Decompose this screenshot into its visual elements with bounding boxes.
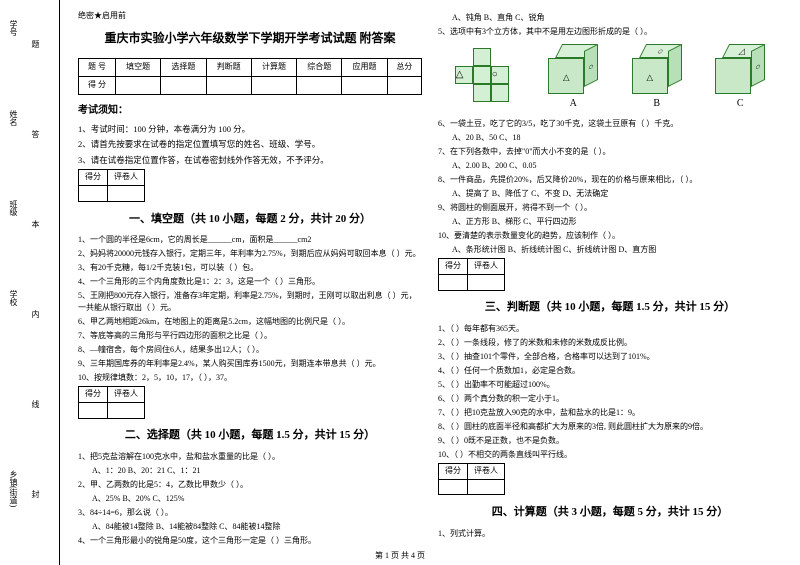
notice-title: 考试须知： — [78, 103, 422, 119]
binding-margin: 学号 姓名 班级 学校 乡镇(街道) 题 答 本 内 线 封 — [0, 0, 60, 565]
q-item: 1、把5克盐溶解在100克水中，盐和盐水重量的比是（ ）。 — [78, 451, 422, 463]
q-item: 7、在下列各数中，去掉"0"而大小不变的是（ ）。 — [438, 146, 782, 158]
grader-box: 得分评卷人 — [438, 258, 505, 291]
q-opts: A、25% B、20% C、125% — [92, 493, 422, 505]
q-item: 4、一个三角形最小的锐角是50度，这个三角形一定是（ ）三角形。 — [78, 535, 422, 547]
score-header: 应用题 — [342, 58, 387, 76]
section-1-title: 一、填空题（共 10 小题，每题 2 分，共计 20 分） — [78, 211, 422, 229]
exam-title: 重庆市实验小学六年级数学下学期开学考试试题 附答案 — [78, 29, 422, 48]
seal-line-label: 线 — [30, 400, 41, 408]
notice-item: 2、请首先按要求在试卷的指定位置填写您的姓名、班级、学号。 — [78, 138, 422, 152]
seal-line-label: 答 — [30, 130, 41, 138]
section-3-title: 三、判断题（共 10 小题，每题 1.5 分，共计 15 分） — [438, 299, 782, 317]
notice-item: 3、请在试卷指定位置作答，在试卷密封线外作答无效，不予评分。 — [78, 154, 422, 168]
q-item: 7、等底等高的三角形与平行四边形的面积之比是（ ）。 — [78, 330, 422, 342]
section-4-title: 四、计算题（共 3 小题，每题 5 分，共计 15 分） — [438, 504, 782, 522]
q-item: 5、选项中有3个立方体，其中不是用左边图形折成的是（ ）。 — [438, 26, 782, 38]
score-header: 总分 — [387, 58, 421, 76]
cube-option-c: △ ○ C — [715, 44, 765, 112]
q-item: 4、一个三角形的三个内角度数比是1：2：3，这是一个（ ）三角形。 — [78, 276, 422, 288]
q-item: 8、（ ）圆柱的底面半径和高都扩大为原来的3倍, 则此圆柱扩大为原来的9倍。 — [438, 421, 782, 433]
q-item: 3、有20千克糖，每1/2千克装1包，可以装（ ）包。 — [78, 262, 422, 274]
margin-label-town: 乡镇(街道) — [8, 470, 19, 507]
score-header: 判断题 — [206, 58, 251, 76]
cube-net: △ ○ — [455, 48, 515, 108]
q-item: 8、—幢宿舍，每个房间住6人，结果多出12人；（ ）。 — [78, 344, 422, 356]
seal-line-label: 内 — [30, 310, 41, 318]
score-header: 综合题 — [297, 58, 342, 76]
grader-box: 得分评卷人 — [438, 463, 505, 496]
q-item: 8、一件商品，先提价20%，后又降价20%，现在的价格与原来相比，（ ）。 — [438, 174, 782, 186]
seal-line-label: 封 — [30, 490, 41, 498]
q-item: 7、（ ）把10克盐放入90克的水中，盐和盐水的比是1：9。 — [438, 407, 782, 419]
q-opts: A、条形统计图 B、折线统计图 C、折线统计图 D、直方图 — [452, 244, 782, 256]
q-item: 1、（ ）每年都有365天。 — [438, 323, 782, 335]
cube-option-b: ○ △ B — [632, 44, 682, 112]
q-item: 9、（ ）0既不是正数，也不是负数。 — [438, 435, 782, 447]
q-item: 6、（ ）两个真分数的积一定小于1。 — [438, 393, 782, 405]
margin-label-class: 班级 — [8, 200, 19, 216]
score-table: 题 号 填空题 选择题 判断题 计算题 综合题 应用题 总分 得 分 — [78, 58, 422, 95]
q-item: 3、84÷14=6，那么说（ ）。 — [78, 507, 422, 519]
column-left: 绝密★启用前 重庆市实验小学六年级数学下学期开学考试试题 附答案 题 号 填空题… — [70, 10, 430, 545]
grader-box: 得分评卷人 — [78, 386, 145, 419]
q-item: 6、甲乙两地相距26km，在地图上的距离是5.2cm，这幅地图的比例尺是（ ）。 — [78, 316, 422, 328]
score-row-label: 得 分 — [79, 76, 116, 94]
q-opts: A、正方形 B、梯形 C、平行四边形 — [452, 216, 782, 228]
q-item: 10、要清楚的表示数量变化的趋势，应该制作（ ）。 — [438, 230, 782, 242]
q-item: 6、一袋土豆，吃了它的3/5，吃了30千克，这袋土豆原有（ ）千克。 — [438, 118, 782, 130]
section-2-title: 二、选择题（共 10 小题，每题 1.5 分，共计 15 分） — [78, 427, 422, 445]
q-opts: A、2.00 B、200 C、0.05 — [452, 160, 782, 172]
cube-option-a: △ ○ A — [548, 44, 598, 112]
score-header: 选择题 — [161, 58, 206, 76]
q-item: 3、（ ）抽查101个零件，全部合格，合格率可以达到了101%。 — [438, 351, 782, 363]
q-item: 5、王刚把800元存入银行，准备存3年定期，利率是2.75%，到期时，王刚可以取… — [78, 290, 422, 314]
q-item: 5、（ ）出勤率不可能超过100%。 — [438, 379, 782, 391]
seal-line-label: 题 — [30, 40, 41, 48]
q-item: 9、将圆柱的侧面展开，将得不到一个（ ）。 — [438, 202, 782, 214]
q-item: 2、（ ）一条线段，修了的米数和未修的米数成反比例。 — [438, 337, 782, 349]
cube-figure: △ ○ △ ○ A — [438, 44, 782, 112]
score-header: 题 号 — [79, 58, 116, 76]
q-opts: A、钝角 B、直角 C、锐角 — [452, 12, 782, 24]
q-opts: A、提高了 B、降低了 C、不变 D、无法确定 — [452, 188, 782, 200]
margin-label-name: 姓名 — [8, 110, 19, 126]
score-header: 计算题 — [251, 58, 296, 76]
q-item: 2、甲、乙两数的比是5：4，乙数比甲数少（ ）。 — [78, 479, 422, 491]
q-item: 10、（ ）不相交的两条直线叫平行线。 — [438, 449, 782, 461]
q-opts: A、20 B、50 C、18 — [452, 132, 782, 144]
column-right: A、钝角 B、直角 C、锐角 5、选项中有3个立方体，其中不是用左边图形折成的是… — [430, 10, 790, 545]
content-area: 绝密★启用前 重庆市实验小学六年级数学下学期开学考试试题 附答案 题 号 填空题… — [60, 0, 800, 565]
secret-label: 绝密★启用前 — [78, 10, 422, 23]
q-item: 2、妈妈将20000元钱存入银行，定期三年，年利率为2.75%，到期后应从妈妈可… — [78, 248, 422, 260]
score-header: 填空题 — [116, 58, 161, 76]
margin-label-id: 学号 — [8, 20, 19, 36]
q-item: 1、列式计算。 — [438, 528, 782, 540]
notice-item: 1、考试时间：100 分钟，本卷满分为 100 分。 — [78, 123, 422, 137]
margin-label-school: 学校 — [8, 290, 19, 306]
q-item: 9、三年期国库券的年利率是2.4%，某人购买国库券1500元，到期连本带息共（ … — [78, 358, 422, 370]
q-item: 10、按规律填数：2，5，10，17，（ ），37。 — [78, 372, 422, 384]
seal-line-label: 本 — [30, 220, 41, 228]
q-opts: A、84能被14整除 B、14能被84整除 C、84能被14整除 — [92, 521, 422, 533]
q-item: 1、一个圆的半径是6cm，它的周长是______cm，面积是______cm2 — [78, 234, 422, 246]
grader-box: 得分评卷人 — [78, 169, 145, 202]
q-opts: A、1：20 B、20：21 C、1：21 — [92, 465, 422, 477]
page-footer: 第 1 页 共 4 页 — [0, 550, 800, 561]
q-item: 4、（ ）任何一个质数加1，必定是合数。 — [438, 365, 782, 377]
